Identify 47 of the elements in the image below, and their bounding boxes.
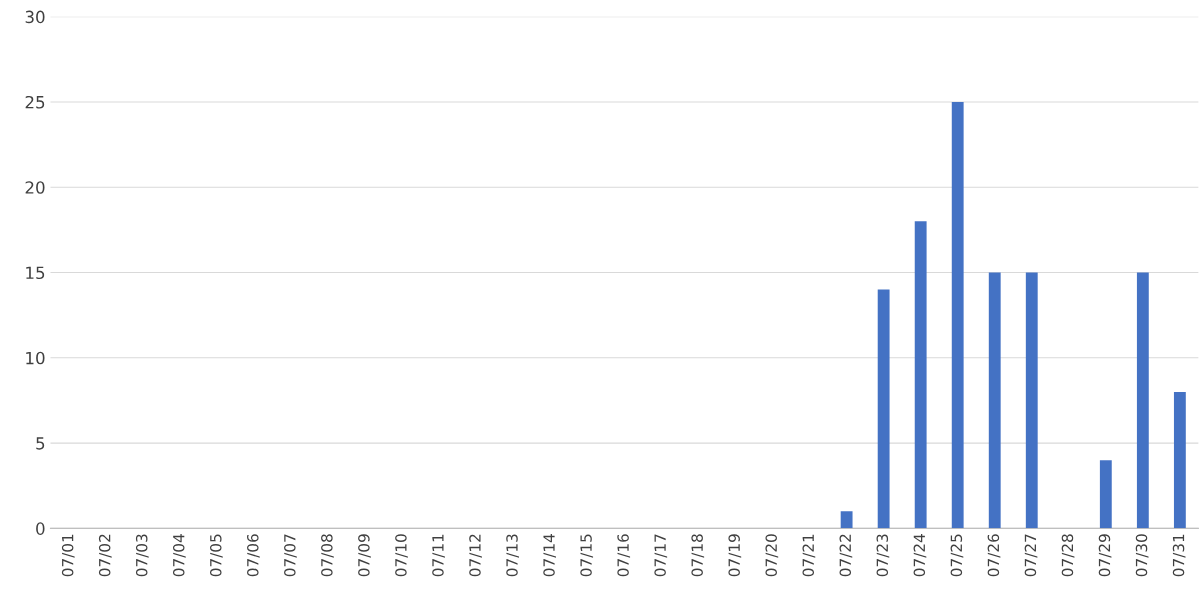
x-tick-label: 07/06 (247, 534, 260, 577)
x-tick-label: 07/05 (209, 534, 223, 577)
x-tick-label: 07/31 (1172, 534, 1186, 577)
bar (1173, 391, 1186, 529)
x-tick-label: 07/02 (98, 534, 112, 577)
y-tick-label: 0 (36, 522, 45, 535)
x-tick-label: 07/04 (172, 534, 186, 577)
bar (1136, 272, 1149, 529)
x-tick-label: 07/20 (765, 534, 779, 577)
x-tick-label: 07/07 (284, 534, 297, 577)
y-tick-label: 5 (36, 437, 45, 450)
bar (877, 289, 890, 529)
x-tick-label: 07/11 (432, 534, 445, 577)
y-tick-label: 15 (26, 266, 45, 280)
x-tick-label: 07/09 (358, 534, 371, 577)
x-tick-label: 07/08 (321, 534, 334, 577)
x-tick-label: 07/03 (135, 534, 149, 577)
bar (951, 101, 964, 529)
y-tick-label: 30 (25, 10, 45, 24)
x-tick-label: 07/21 (802, 534, 816, 577)
x-tick-label: 07/16 (617, 534, 631, 577)
x-tick-label: 07/26 (987, 534, 1001, 577)
x-tick-label: 07/28 (1061, 534, 1075, 577)
bar (1025, 272, 1038, 529)
x-tick-label: 07/19 (728, 534, 742, 577)
x-tick-label: 07/13 (506, 534, 519, 577)
y-tick-label: 20 (25, 181, 45, 194)
x-tick-label: 07/29 (1098, 534, 1112, 577)
bar (840, 511, 853, 529)
x-tick-label: 07/01 (61, 534, 75, 577)
x-tick-label: 07/25 (950, 534, 964, 577)
x-tick-label: 07/17 (654, 534, 668, 577)
bar (988, 272, 1001, 529)
y-tick-label: 10 (26, 351, 45, 365)
x-tick-label: 07/10 (395, 534, 408, 577)
x-tick-label: 07/15 (580, 534, 594, 577)
bar (914, 221, 927, 529)
x-tick-label: 07/14 (543, 534, 557, 577)
x-tick-label: 07/24 (913, 534, 927, 577)
x-tick-label: 07/18 (691, 534, 705, 577)
y-tick-label: 25 (25, 95, 45, 109)
x-tick-label: 07/12 (469, 534, 482, 577)
x-tick-label: 07/23 (876, 534, 890, 577)
x-tick-label: 07/30 (1135, 534, 1149, 577)
x-tick-label: 07/27 (1024, 534, 1038, 577)
bar (1099, 460, 1112, 529)
x-tick-label: 07/22 (839, 534, 853, 577)
